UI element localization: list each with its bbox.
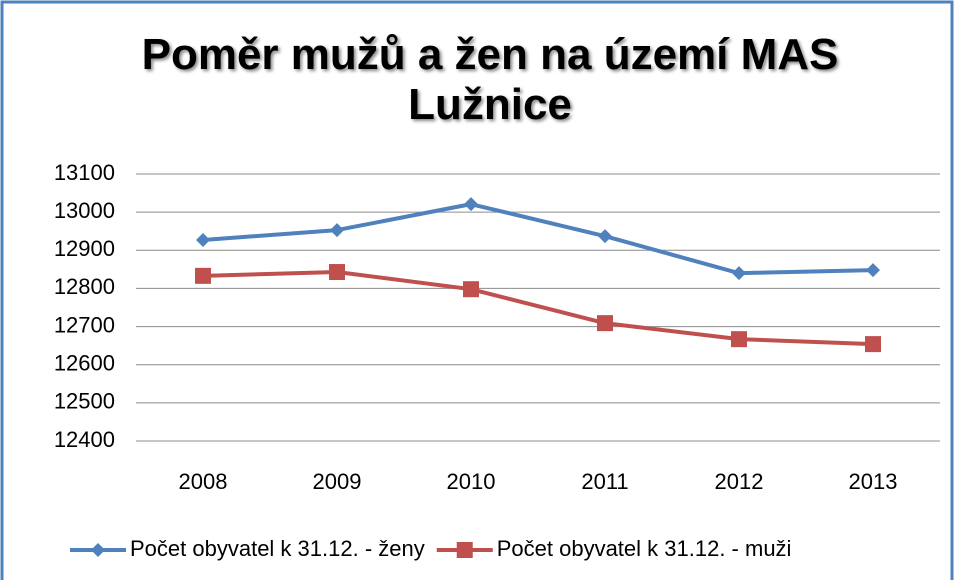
legend-marker	[91, 543, 105, 557]
series-line	[202, 270, 874, 347]
y-tick-label: 12400	[54, 427, 115, 452]
data-point	[464, 197, 478, 212]
x-tick-label: 2010	[447, 469, 496, 494]
x-tick-label: 2013	[849, 469, 898, 494]
x-tick-label: 2012	[715, 469, 764, 494]
data-point	[865, 336, 881, 353]
y-tick-label: 12600	[54, 351, 115, 376]
x-tick-label: 2008	[179, 469, 228, 494]
data-point	[597, 315, 613, 332]
legend-label: Počet obyvatel k 31.12. - ženy	[130, 536, 425, 561]
y-tick-label: 12700	[54, 312, 115, 337]
y-tick-label: 13000	[54, 198, 115, 223]
data-point	[329, 264, 345, 281]
data-point	[195, 267, 211, 284]
series-line	[202, 202, 874, 276]
legend-marker	[456, 542, 473, 558]
data-point	[196, 232, 210, 247]
data-point	[731, 331, 747, 348]
y-tick-label: 12800	[54, 274, 115, 299]
x-tick-label: 2009	[313, 469, 362, 494]
data-point	[598, 229, 612, 244]
chart-title: Poměr mužů a žen na území MAS Lužnice	[141, 30, 839, 129]
y-tick-label: 13100	[54, 160, 115, 185]
data-point	[463, 281, 479, 298]
legend-label: Počet obyvatel k 31.12. - muži	[497, 536, 792, 561]
y-tick-label: 12500	[54, 389, 115, 414]
y-tick-label: 12900	[54, 236, 115, 261]
data-point	[732, 266, 746, 281]
data-point	[330, 223, 344, 238]
x-tick-label: 2011	[581, 469, 628, 494]
data-point	[866, 263, 880, 278]
